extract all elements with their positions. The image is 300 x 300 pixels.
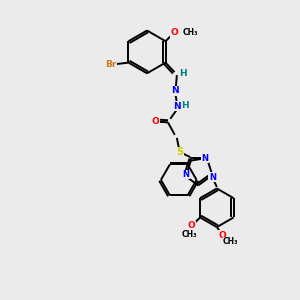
Text: CH₃: CH₃ (223, 237, 238, 246)
Text: O: O (219, 231, 227, 240)
Text: CH₃: CH₃ (182, 28, 198, 38)
Text: O: O (170, 28, 178, 38)
Text: N: N (201, 154, 208, 163)
Text: O: O (152, 117, 159, 126)
Text: Br: Br (106, 60, 117, 69)
Text: N: N (172, 86, 179, 95)
Text: H: H (180, 69, 187, 78)
Text: S: S (176, 147, 183, 157)
Text: O: O (188, 221, 196, 230)
Text: N: N (183, 170, 190, 179)
Text: CH₃: CH₃ (182, 230, 197, 238)
Text: N: N (209, 173, 216, 182)
Text: N: N (173, 101, 181, 110)
Text: H: H (182, 101, 189, 110)
